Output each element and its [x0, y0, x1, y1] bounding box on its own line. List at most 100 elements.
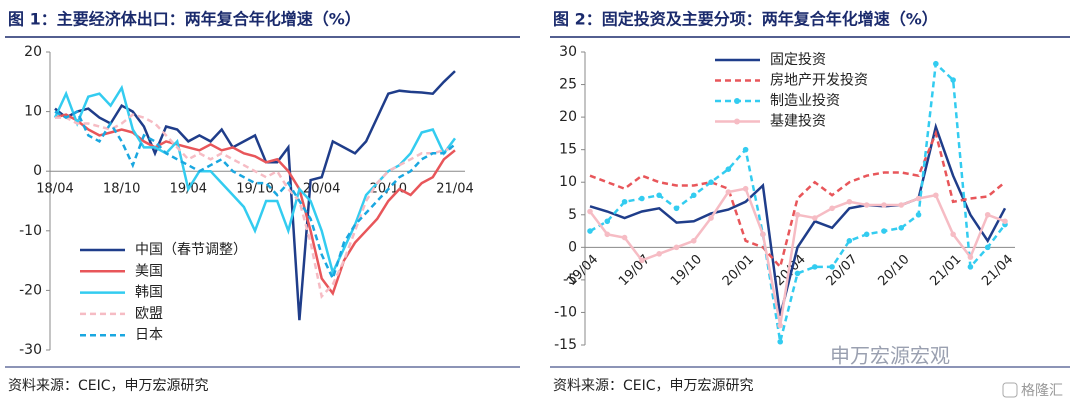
- y-tick-label: -15: [554, 337, 577, 353]
- series-line: [589, 122, 1007, 317]
- series-marker: [829, 205, 835, 212]
- source-note: 资料来源：CEIC，申万宏源研究: [8, 378, 209, 394]
- series-marker: [984, 244, 991, 251]
- x-tick-label: 18/04: [36, 182, 73, 197]
- y-tick-label: 20: [24, 44, 42, 60]
- series-marker: [950, 231, 956, 238]
- legend-label: 欧盟: [135, 306, 163, 322]
- series-marker: [811, 264, 818, 270]
- series-marker: [690, 238, 697, 244]
- legend-label: 固定投资: [770, 52, 826, 68]
- series-marker: [725, 189, 732, 195]
- series-marker: [915, 211, 922, 218]
- x-tick-label: 21/04: [436, 182, 473, 197]
- legend-label: 房地产开发投资: [770, 73, 868, 89]
- series-line: [54, 113, 456, 297]
- series-line: [54, 70, 456, 321]
- legend-label: 制造业投资: [770, 93, 840, 109]
- y-tick-label: 10: [24, 104, 42, 120]
- series-marker: [794, 211, 801, 218]
- watermark: 申万宏源宏观: [830, 344, 950, 368]
- series-marker: [639, 195, 645, 202]
- series-marker: [863, 231, 870, 238]
- series-line: [54, 109, 456, 282]
- x-tick-label: 19/10: [668, 252, 705, 289]
- series-marker: [673, 205, 680, 212]
- y-tick-label: -20: [19, 282, 42, 298]
- series-marker: [656, 192, 662, 199]
- series-marker: [587, 208, 593, 215]
- series-marker: [639, 257, 645, 264]
- series-marker: [742, 185, 749, 192]
- series-marker: [881, 202, 887, 208]
- x-tick-label: 20/01: [720, 252, 757, 289]
- y-tick-label: -30: [19, 342, 42, 358]
- y-tick-label: 5: [568, 207, 577, 223]
- series-marker: [898, 202, 905, 208]
- y-tick-label: -10: [554, 304, 577, 320]
- series-line: [53, 84, 457, 277]
- series-line: [55, 113, 456, 300]
- legend-label: 日本: [135, 327, 163, 343]
- x-tick-label: 20/10: [875, 252, 912, 289]
- series-marker: [587, 228, 593, 234]
- series-marker: [673, 244, 680, 251]
- x-tick-label: 18/10: [103, 182, 140, 197]
- series-marker: [1002, 218, 1008, 225]
- y-tick-label: 30: [559, 44, 577, 60]
- series-marker: [777, 338, 784, 345]
- series-marker: [794, 270, 801, 277]
- y-tick-label: -10: [19, 223, 42, 239]
- x-tick-label: 20/07: [824, 252, 861, 289]
- y-tick-label: 10: [559, 174, 577, 190]
- series-marker: [933, 60, 939, 67]
- series-marker: [829, 264, 835, 270]
- series-marker: [863, 202, 870, 208]
- series-marker: [621, 198, 628, 205]
- y-tick-label: 0: [33, 163, 42, 179]
- x-tick-label: 19/04: [564, 252, 601, 289]
- logo-icon: [1002, 382, 1018, 398]
- y-tick-label: 15: [559, 142, 577, 158]
- x-tick-label: 19/10: [236, 182, 273, 197]
- series-marker: [621, 234, 628, 241]
- series-marker: [708, 215, 714, 221]
- series-marker: [846, 198, 853, 205]
- legend-label: 韩国: [135, 285, 163, 301]
- series-marker: [777, 322, 784, 329]
- series-marker: [811, 215, 818, 221]
- x-tick-label: 21/01: [927, 252, 964, 289]
- chart-title: 图 2：固定投资及主要分项：两年复合年化增速（%）: [553, 10, 938, 29]
- series-marker: [725, 166, 732, 172]
- legend-label: 美国: [135, 263, 163, 279]
- source-note: 资料来源：CEIC，申万宏源研究: [553, 378, 754, 394]
- y-tick-label: 25: [559, 77, 577, 93]
- series-marker: [656, 251, 662, 257]
- series-marker: [708, 179, 714, 186]
- series-marker: [933, 192, 939, 199]
- series-marker: [604, 231, 611, 238]
- legend-marker: [734, 118, 740, 125]
- y-tick-label: -5: [563, 272, 577, 288]
- series-marker: [742, 146, 749, 153]
- legend-label: 基建投资: [770, 113, 826, 130]
- series-line: [589, 129, 1006, 270]
- chart-title: 图 1：主要经济体出口：两年复合年化增速（%）: [8, 10, 361, 29]
- series-marker: [690, 192, 697, 199]
- series-marker: [915, 195, 922, 202]
- series-marker: [967, 254, 974, 260]
- y-tick-label: 0: [568, 239, 577, 255]
- series-marker: [881, 228, 887, 234]
- series-marker: [604, 218, 611, 225]
- series-marker: [967, 264, 974, 270]
- series-marker: [846, 238, 853, 244]
- legend-marker: [734, 98, 740, 104]
- series-marker: [950, 77, 956, 83]
- legend-label: 中国（春节调整）: [135, 242, 247, 258]
- logo: 格隆汇: [1021, 383, 1063, 399]
- x-tick-label: 20/04: [303, 182, 340, 197]
- series-marker: [898, 225, 905, 231]
- series-marker: [760, 231, 766, 238]
- y-tick-label: 20: [559, 109, 577, 125]
